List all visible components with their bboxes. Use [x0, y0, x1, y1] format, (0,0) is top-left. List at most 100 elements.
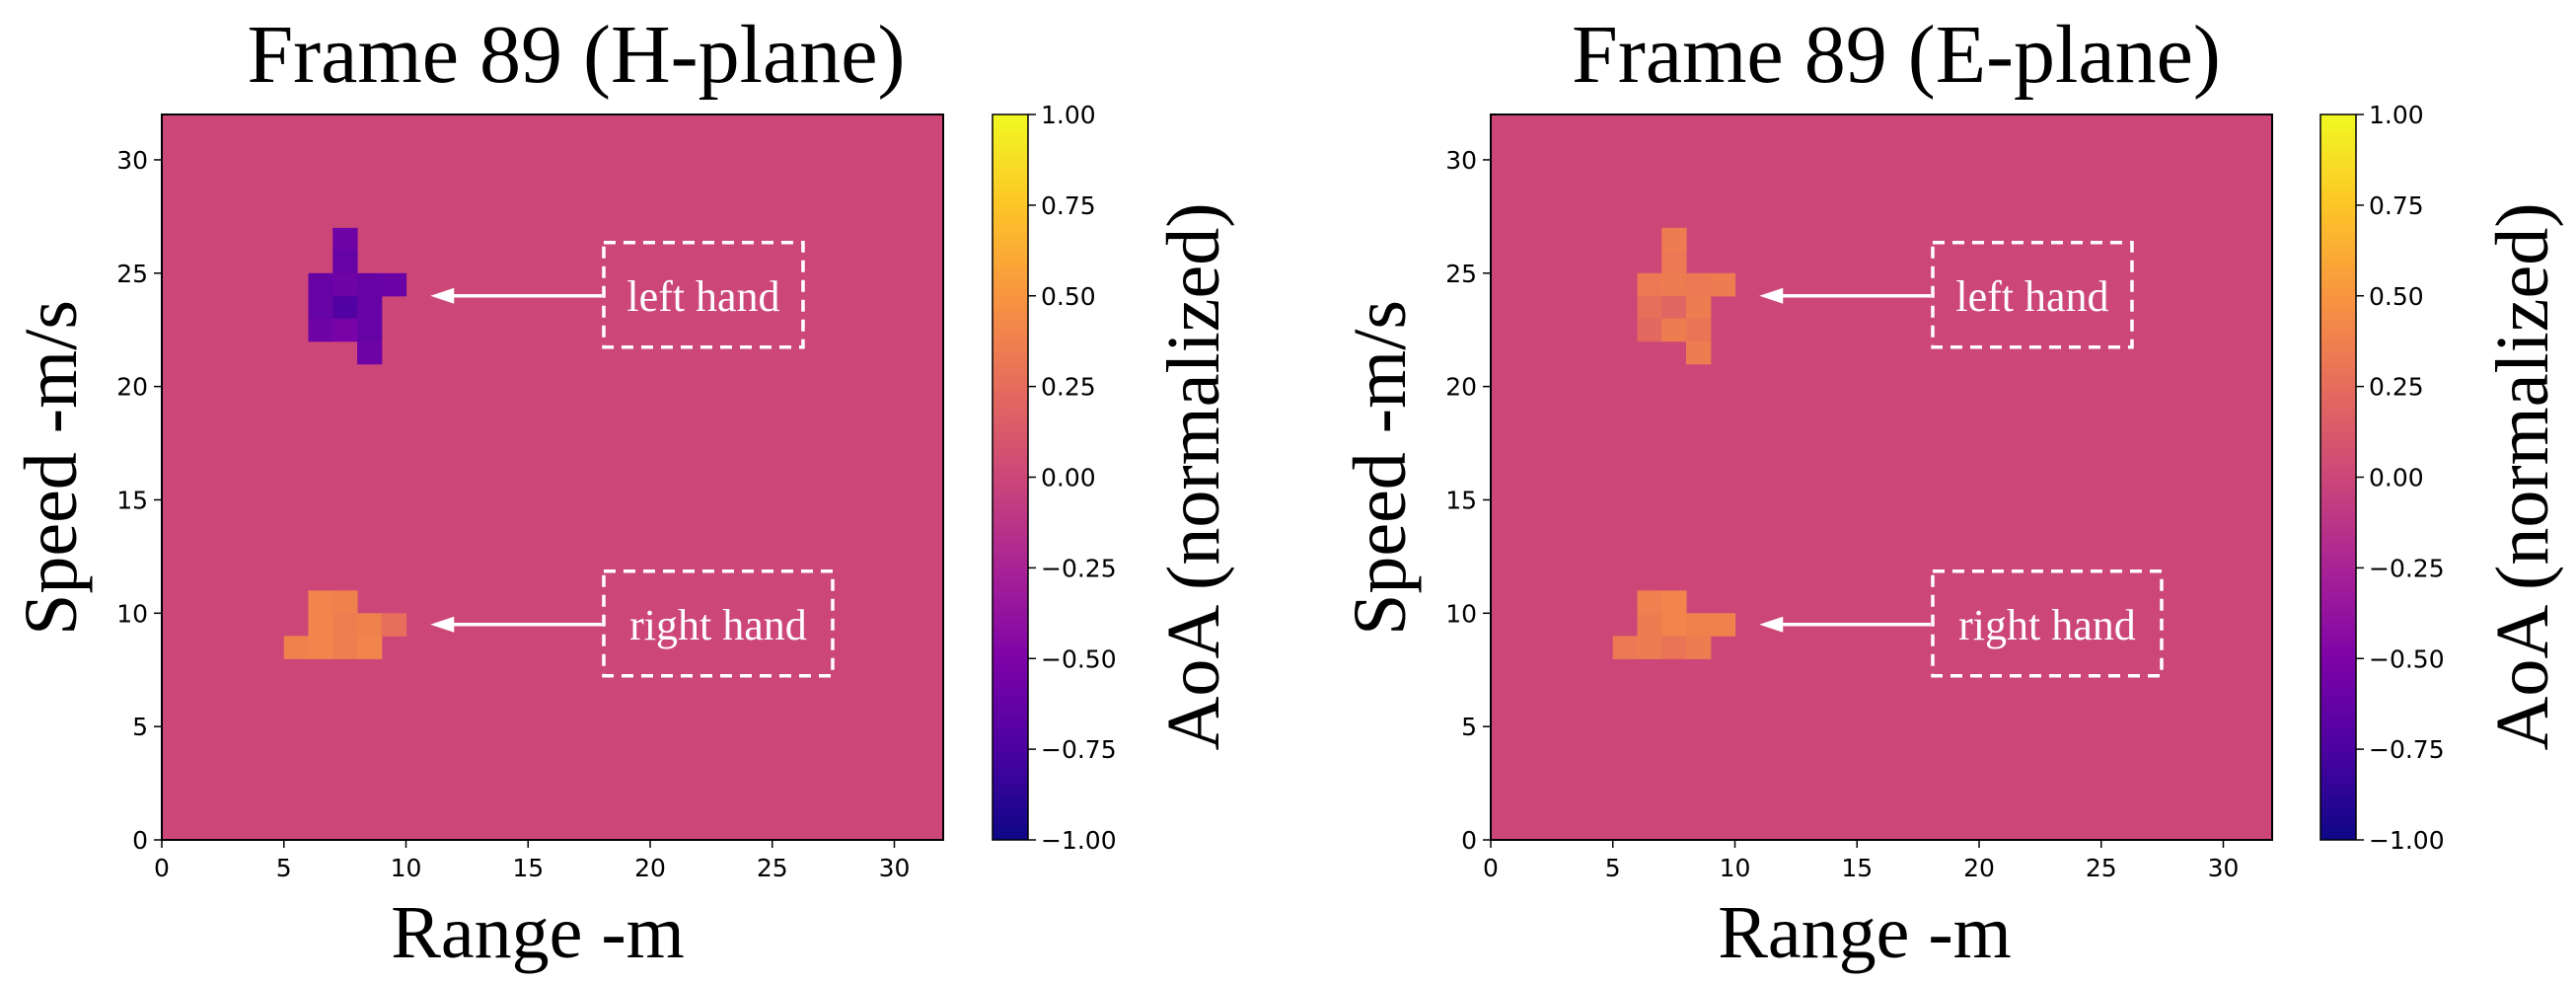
y-ticks: 0 5 10 15 20 25 30 — [1445, 146, 1491, 855]
heatmap-cells — [1612, 227, 1736, 659]
x-tick-label: 10 — [1720, 854, 1751, 882]
annotation-arrow-head — [1759, 287, 1784, 304]
heatmap-cell — [308, 318, 333, 342]
x-tick-label: 0 — [154, 854, 170, 882]
y-tick-label: 25 — [116, 260, 148, 288]
heatmap-cell — [1612, 636, 1639, 659]
plot-frame — [1490, 113, 2273, 841]
x-tick-label: 25 — [757, 854, 788, 882]
heatmap-cell — [332, 250, 358, 274]
heatmap-cell — [1661, 295, 1687, 320]
colorbar-tick-label: 0.75 — [2369, 191, 2424, 220]
heatmap-cell — [283, 636, 310, 659]
heatmap-cell — [332, 613, 358, 637]
annotations: left hand right hand — [430, 241, 835, 678]
colorbar — [992, 113, 1029, 841]
heatmap-cell — [332, 295, 358, 320]
x-tick-label: 15 — [1841, 854, 1873, 882]
x-tick-label: 5 — [1605, 854, 1621, 882]
annotation: left hand — [430, 241, 805, 349]
colorbar-tick-label: −0.25 — [2369, 554, 2445, 582]
heatmap-cell — [357, 340, 383, 365]
annotation: right hand — [430, 569, 835, 678]
h-plane-chart: Frame 89 (H-plane) Range -m Speed -m/s l… — [10, 9, 1235, 974]
colorbar-label: AoA (normalized) — [1152, 202, 1235, 750]
annotations: left hand right hand — [1759, 241, 2164, 678]
heatmap-cell — [332, 636, 358, 659]
colorbar-tick-label: 1.00 — [1041, 101, 1096, 129]
heatmap-background — [1491, 114, 2272, 840]
heatmap-cell — [308, 636, 333, 659]
heatmap-cell — [1686, 613, 1712, 637]
x-tick-label: 25 — [2086, 854, 2117, 882]
x-tick-label: 30 — [2208, 854, 2240, 882]
colorbar-tick-label: 0.25 — [1041, 373, 1096, 402]
heatmap-cell — [308, 272, 333, 297]
x-tick-label: 0 — [1483, 854, 1499, 882]
annotation-label: left hand — [626, 272, 779, 321]
x-ticks: 0 5 10 15 20 25 30 — [1483, 840, 2239, 882]
heatmap-cell — [1686, 636, 1712, 659]
y-ticks: 0 5 10 15 20 25 30 — [116, 146, 162, 855]
y-tick-label: 10 — [1445, 599, 1477, 628]
heatmap-background — [162, 114, 943, 840]
annotation-arrow-head — [1759, 616, 1784, 633]
colorbar-tick-label: 0.75 — [1041, 191, 1096, 220]
heatmap-cell — [357, 272, 383, 297]
y-tick-label: 0 — [132, 826, 148, 855]
x-ticks: 0 5 10 15 20 25 30 — [154, 840, 910, 882]
colorbar-tick-label: 0.25 — [2369, 373, 2424, 402]
heatmap-cell — [1686, 318, 1712, 342]
x-tick-label: 30 — [879, 854, 911, 882]
heatmap-cell — [1637, 590, 1662, 614]
heatmap-cell — [308, 590, 333, 614]
y-tick-label: 20 — [1445, 373, 1477, 402]
x-tick-label: 20 — [634, 854, 666, 882]
heatmap-cell — [357, 613, 383, 637]
heatmap-cell — [332, 272, 358, 297]
x-axis-label: Range -m — [1718, 891, 2012, 974]
heatmap-cell — [1637, 636, 1662, 659]
y-tick-label: 0 — [1461, 826, 1477, 855]
y-tick-label: 25 — [1445, 260, 1477, 288]
plot-frame — [161, 113, 944, 841]
annotation-arrow-head — [430, 287, 455, 304]
heatmap-cell — [1661, 272, 1687, 297]
heatmap-cell — [308, 613, 333, 637]
x-axis-label: Range -m — [391, 891, 685, 974]
colorbar-tick-label: −1.00 — [1041, 826, 1117, 855]
x-tick-label: 5 — [276, 854, 292, 882]
colorbar-tick-label: −0.50 — [1041, 644, 1117, 673]
annotation-box — [602, 241, 805, 349]
heatmap-cell — [357, 636, 383, 659]
annotation-box — [1931, 569, 2164, 678]
heatmap-cell — [1637, 295, 1662, 320]
y-tick-label: 30 — [1445, 146, 1477, 175]
heatmap-cell — [1637, 318, 1662, 342]
colorbar-tick-label: 1.00 — [2369, 101, 2424, 129]
heatmap-cell — [1661, 636, 1687, 659]
heatmap-cell — [357, 318, 383, 342]
colorbar-ticks: 1.00 0.75 0.50 0.25 0.00 −0.25 −0.50 −0.75 −1.00 — [1028, 101, 1117, 855]
heatmap-cell — [1661, 590, 1687, 614]
y-tick-label: 30 — [116, 146, 148, 175]
colorbar-tick-label: 0.50 — [2369, 282, 2424, 311]
annotation-arrow-head — [430, 616, 455, 633]
colorbar-tick-label: −0.25 — [1041, 554, 1117, 582]
heatmap-cell — [1686, 272, 1712, 297]
y-tick-label: 5 — [1461, 713, 1477, 741]
annotation-label: right hand — [1958, 601, 2136, 649]
colorbar-ticks: 1.00 0.75 0.50 0.25 0.00 −0.25 −0.50 −0.75 −1.00 — [2356, 101, 2445, 855]
heatmap-cell — [332, 590, 358, 614]
colorbar-tick-label: −0.50 — [2369, 644, 2445, 673]
heatmap-cells — [283, 227, 407, 659]
heatmap-cell — [1661, 227, 1687, 252]
annotation-box — [602, 569, 835, 678]
heatmap-cell — [357, 295, 383, 320]
x-tick-label: 20 — [1963, 854, 1995, 882]
x-tick-label: 10 — [391, 854, 422, 882]
annotation: right hand — [1759, 569, 2164, 678]
heatmap-cell — [332, 318, 358, 342]
heatmap-cell — [332, 227, 358, 252]
